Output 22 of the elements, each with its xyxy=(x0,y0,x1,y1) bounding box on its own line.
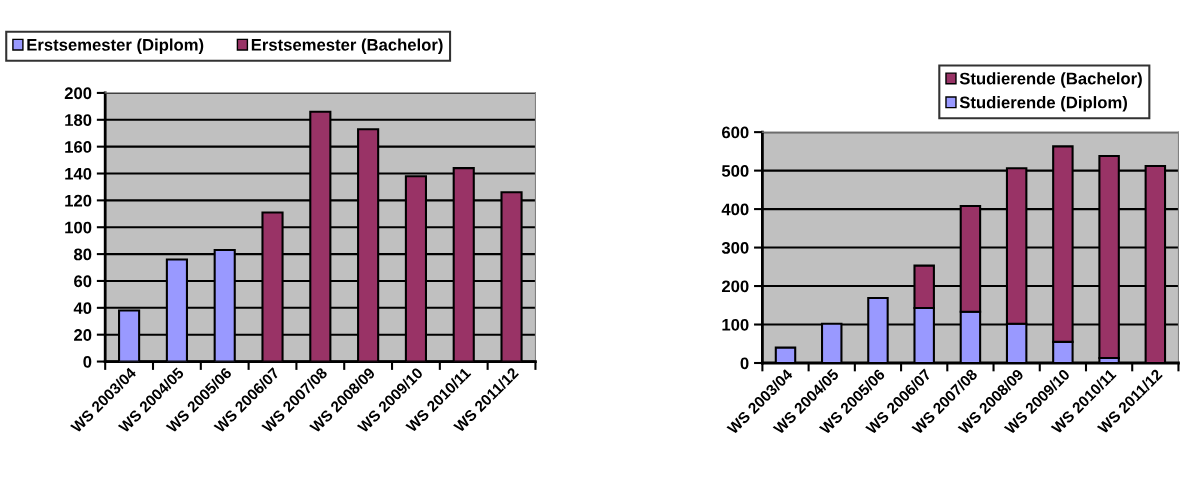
y-tick-label: 60 xyxy=(74,275,92,288)
legend-label: Studierende (Bachelor) xyxy=(959,72,1142,88)
y-tick-label: 20 xyxy=(74,329,92,341)
y-tick-label: 80 xyxy=(74,248,92,261)
y-tick-label: 0 xyxy=(740,357,749,370)
legend-label: Erstsemester (Diplom) xyxy=(27,38,204,55)
y-tick-label: 0 xyxy=(83,355,92,368)
y-tick-label: 200 xyxy=(64,87,92,100)
y-tick-label: 180 xyxy=(65,114,92,126)
y-tick-label: 140 xyxy=(65,167,92,180)
y-tick-label: 120 xyxy=(65,194,92,207)
y-tick-label: 100 xyxy=(65,221,92,234)
legend-label: Erstsemester (Bachelor) xyxy=(251,38,443,55)
y-tick-label: 100 xyxy=(722,318,749,331)
y-tick-label: 300 xyxy=(721,241,749,254)
y-tick-label: 600 xyxy=(722,126,749,139)
y-tick-label: 160 xyxy=(65,141,92,153)
y-tick-label: 400 xyxy=(721,203,749,216)
legend-label: Studierende (Diplom) xyxy=(959,96,1127,112)
y-tick-label: 40 xyxy=(73,302,92,315)
y-tick-label: 500 xyxy=(721,165,749,177)
y-tick-label: 200 xyxy=(721,280,749,293)
